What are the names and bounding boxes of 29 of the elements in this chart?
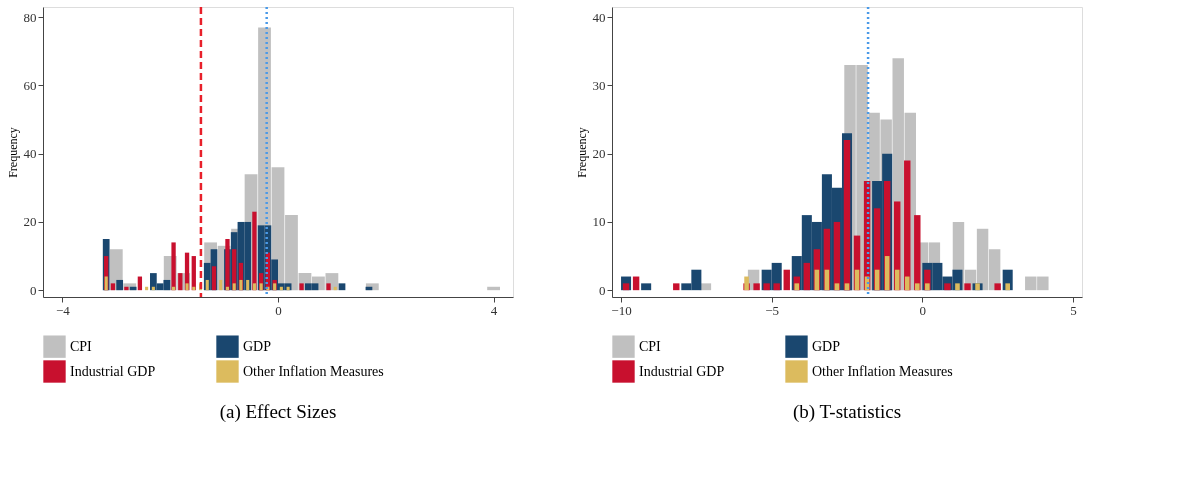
y-tick-label: 20	[592, 146, 606, 162]
x-tick-label: 4	[490, 302, 498, 318]
x-tick-label: 0	[919, 302, 927, 318]
y-tick-label: 40	[592, 9, 606, 25]
y-tick-label: 30	[592, 77, 606, 93]
legend-label: GDP	[243, 338, 272, 354]
y-tick-label: 0	[599, 282, 606, 298]
x-tick-label: −4	[55, 302, 71, 318]
legend-label: Industrial GDP	[70, 363, 156, 379]
x-tick-label: 5	[1070, 302, 1077, 318]
legend-label: CPI	[70, 338, 93, 354]
legend-label: Industrial GDP	[639, 363, 725, 379]
x-tick-label: 0	[275, 302, 282, 318]
legend-label: CPI	[639, 338, 662, 354]
legend-label: Other Inflation Measures	[243, 363, 384, 379]
y-tick-label: 20	[23, 214, 37, 230]
y-tick-label: 80	[23, 9, 37, 25]
legend-label: Other Inflation Measures	[812, 363, 953, 379]
text: (a) Effect Sizes	[219, 401, 337, 423]
y-tick-label: 10	[592, 214, 606, 230]
text: (b) T-statistics	[792, 401, 902, 423]
y-tick-label: 60	[23, 77, 37, 93]
y-axis-title: Frequency	[5, 127, 20, 178]
y-axis-title: Frequency	[574, 127, 589, 178]
y-tick-label: 40	[23, 146, 37, 162]
x-tick-label: −10	[611, 302, 632, 318]
y-tick-label: 0	[30, 282, 37, 298]
x-tick-label: −5	[765, 302, 780, 318]
legend-label: GDP	[812, 338, 841, 354]
